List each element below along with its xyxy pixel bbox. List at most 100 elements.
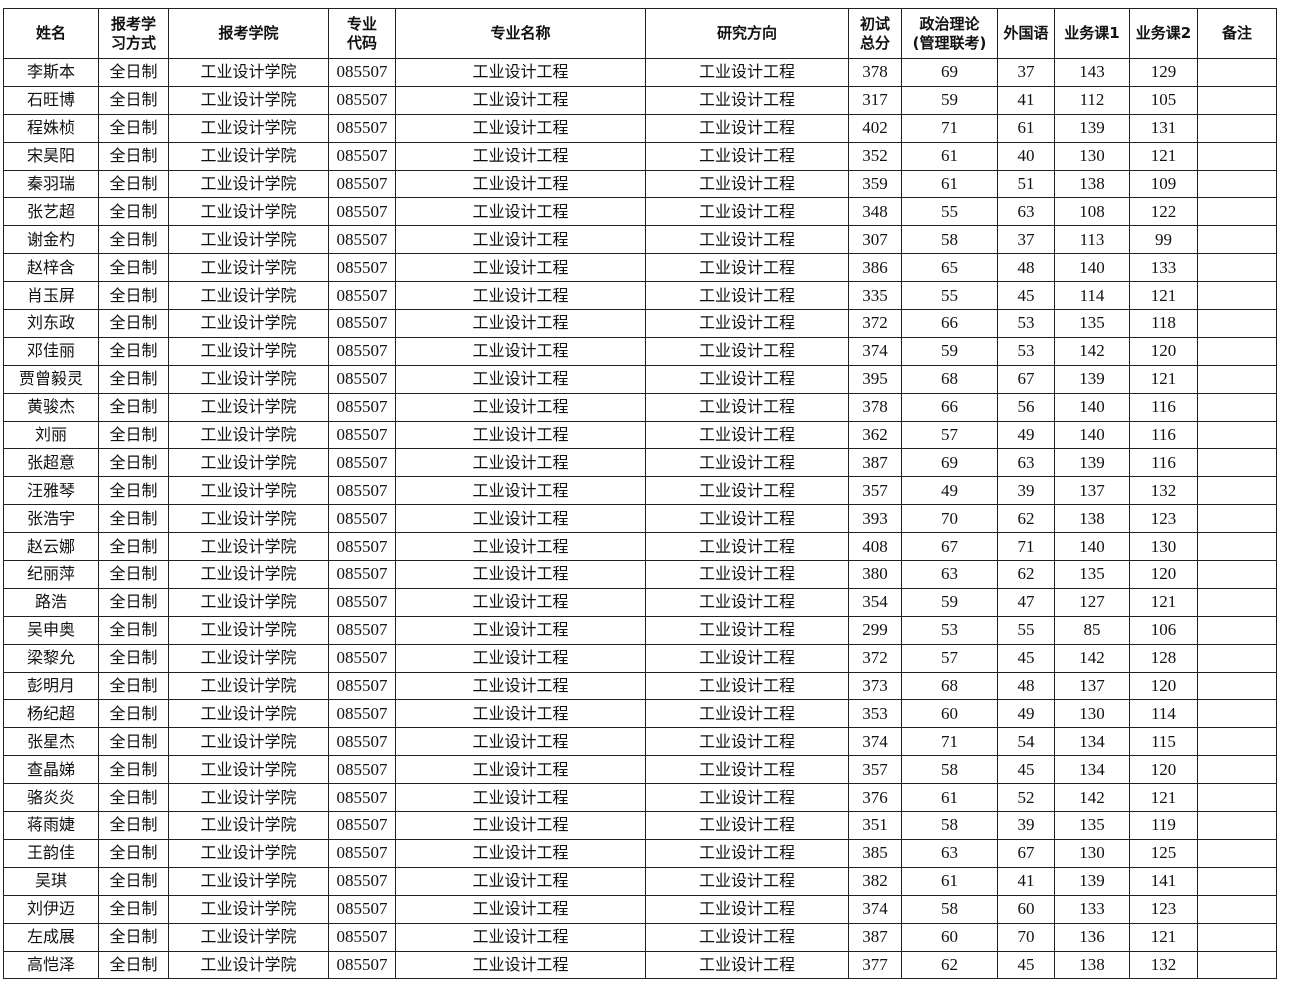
- cell-major-name: 工业设计工程: [395, 253, 646, 283]
- cell-total-score: 359: [848, 169, 902, 199]
- header-name: 姓名: [3, 8, 99, 59]
- cell-study-mode: 全日制: [98, 113, 169, 143]
- cell-course2: 132: [1129, 476, 1198, 506]
- cell-major-code: 085507: [328, 922, 396, 952]
- cell-research-direction: 工业设计工程: [645, 699, 849, 729]
- cell-research-direction: 工业设计工程: [645, 727, 849, 757]
- header-remarks: 备注: [1197, 8, 1277, 59]
- cell-total-score: 374: [848, 727, 902, 757]
- cell-course2: 120: [1129, 336, 1198, 366]
- cell-major-name: 工业设计工程: [395, 560, 646, 589]
- score-table: 姓名 报考学 习方式 报考学院 专业 代码 专业名称 研究方向 初试 总分 政治理论 (管理联考) 外国…: [3, 8, 1277, 980]
- cell-politics: 66: [901, 392, 998, 422]
- header-major-name: 专业名称: [395, 8, 646, 59]
- cell-name: 肖玉屏: [3, 281, 99, 311]
- cell-college: 工业设计学院: [168, 448, 329, 478]
- cell-college: 工业设计学院: [168, 811, 329, 840]
- cell-total-score: 351: [848, 811, 902, 840]
- cell-course1: 135: [1054, 309, 1130, 338]
- cell-politics: 49: [901, 476, 998, 506]
- cell-politics: 61: [901, 141, 998, 171]
- cell-course1: 133: [1054, 894, 1130, 924]
- cell-course2: 133: [1129, 253, 1198, 283]
- cell-major-name: 工业设计工程: [395, 532, 646, 562]
- cell-study-mode: 全日制: [98, 643, 169, 673]
- cell-major-name: 工业设计工程: [395, 448, 646, 478]
- cell-college: 工业设计学院: [168, 755, 329, 785]
- cell-politics: 63: [901, 560, 998, 589]
- cell-politics: 59: [901, 587, 998, 617]
- cell-remarks: [1197, 699, 1277, 729]
- cell-study-mode: 全日制: [98, 838, 169, 868]
- cell-college: 工业设计学院: [168, 699, 329, 729]
- cell-research-direction: 工业设计工程: [645, 364, 849, 394]
- cell-course1: 130: [1054, 141, 1130, 171]
- cell-total-score: 372: [848, 643, 902, 673]
- cell-foreign-language: 48: [997, 671, 1055, 701]
- cell-course2: 132: [1129, 950, 1198, 980]
- cell-politics: 65: [901, 253, 998, 283]
- cell-major-code: 085507: [328, 811, 396, 840]
- table-row: 张浩宇 全日制 工业设计学院 085507 工业设计工程 工业设计工程 393 70 62 138…: [3, 504, 1277, 534]
- cell-study-mode: 全日制: [98, 392, 169, 422]
- cell-politics: 70: [901, 504, 998, 534]
- header-study-mode: 报考学 习方式: [98, 8, 169, 59]
- cell-course1: 135: [1054, 811, 1130, 840]
- table-row: 梁黎允 全日制 工业设计学院 085507 工业设计工程 工业设计工程 372 57 45 142…: [3, 643, 1277, 673]
- cell-major-name: 工业设计工程: [395, 755, 646, 785]
- cell-course2: 116: [1129, 448, 1198, 478]
- cell-politics: 71: [901, 727, 998, 757]
- cell-major-code: 085507: [328, 169, 396, 199]
- cell-major-name: 工业设计工程: [395, 615, 646, 645]
- table-row: 张艺超 全日制 工业设计学院 085507 工业设计工程 工业设计工程 348 55 63 108…: [3, 197, 1277, 227]
- cell-name: 刘丽: [3, 420, 99, 450]
- cell-course1: 112: [1054, 85, 1130, 115]
- cell-course2: 123: [1129, 894, 1198, 924]
- cell-college: 工业设计学院: [168, 225, 329, 255]
- cell-study-mode: 全日制: [98, 755, 169, 785]
- table-row: 吴申奥 全日制 工业设计学院 085507 工业设计工程 工业设计工程 299 53 55 85 1…: [3, 615, 1277, 645]
- cell-major-code: 085507: [328, 476, 396, 506]
- cell-foreign-language: 56: [997, 392, 1055, 422]
- table-body: 李斯本 全日制 工业设计学院 085507 工业设计工程 工业设计工程 378 69 37 143…: [3, 58, 1277, 980]
- cell-major-name: 工业设计工程: [395, 727, 646, 757]
- header-row: 姓名 报考学 习方式 报考学院 专业 代码 专业名称 研究方向 初试 总分 政治理论 (管理联考) 外国…: [3, 8, 1277, 59]
- cell-major-code: 085507: [328, 113, 396, 143]
- cell-college: 工业设计学院: [168, 560, 329, 589]
- cell-politics: 53: [901, 615, 998, 645]
- cell-course2: 119: [1129, 811, 1198, 840]
- cell-study-mode: 全日制: [98, 448, 169, 478]
- cell-study-mode: 全日制: [98, 587, 169, 617]
- cell-study-mode: 全日制: [98, 783, 169, 813]
- cell-research-direction: 工业设计工程: [645, 615, 849, 645]
- cell-major-name: 工业设计工程: [395, 504, 646, 534]
- cell-total-score: 357: [848, 476, 902, 506]
- cell-course1: 139: [1054, 113, 1130, 143]
- cell-major-code: 085507: [328, 532, 396, 562]
- cell-study-mode: 全日制: [98, 950, 169, 980]
- cell-research-direction: 工业设计工程: [645, 922, 849, 952]
- cell-remarks: [1197, 838, 1277, 868]
- cell-remarks: [1197, 420, 1277, 450]
- cell-college: 工业设计学院: [168, 336, 329, 366]
- cell-remarks: [1197, 253, 1277, 283]
- cell-college: 工业设计学院: [168, 727, 329, 757]
- cell-course2: 120: [1129, 755, 1198, 785]
- header-total-score: 初试 总分: [848, 8, 902, 59]
- table-row: 左成展 全日制 工业设计学院 085507 工业设计工程 工业设计工程 387 60 70 136…: [3, 922, 1277, 952]
- cell-study-mode: 全日制: [98, 699, 169, 729]
- cell-foreign-language: 48: [997, 253, 1055, 283]
- cell-research-direction: 工业设计工程: [645, 58, 849, 87]
- cell-name: 贾曾毅灵: [3, 364, 99, 394]
- cell-foreign-language: 53: [997, 336, 1055, 366]
- cell-major-name: 工业设计工程: [395, 671, 646, 701]
- cell-major-code: 085507: [328, 783, 396, 813]
- cell-foreign-language: 45: [997, 755, 1055, 785]
- cell-major-name: 工业设计工程: [395, 364, 646, 394]
- table-row: 邓佳丽 全日制 工业设计学院 085507 工业设计工程 工业设计工程 374 59 53 142…: [3, 336, 1277, 366]
- cell-foreign-language: 41: [997, 85, 1055, 115]
- cell-name: 梁黎允: [3, 643, 99, 673]
- cell-name: 蒋雨婕: [3, 811, 99, 840]
- cell-research-direction: 工业设计工程: [645, 643, 849, 673]
- cell-course1: 85: [1054, 615, 1130, 645]
